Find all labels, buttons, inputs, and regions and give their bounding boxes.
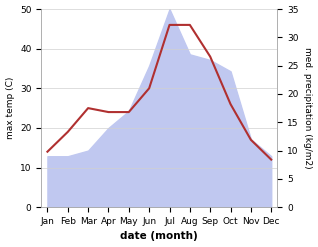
- X-axis label: date (month): date (month): [121, 231, 198, 242]
- Y-axis label: med. precipitation (kg/m2): med. precipitation (kg/m2): [303, 47, 313, 169]
- Y-axis label: max temp (C): max temp (C): [5, 77, 15, 139]
